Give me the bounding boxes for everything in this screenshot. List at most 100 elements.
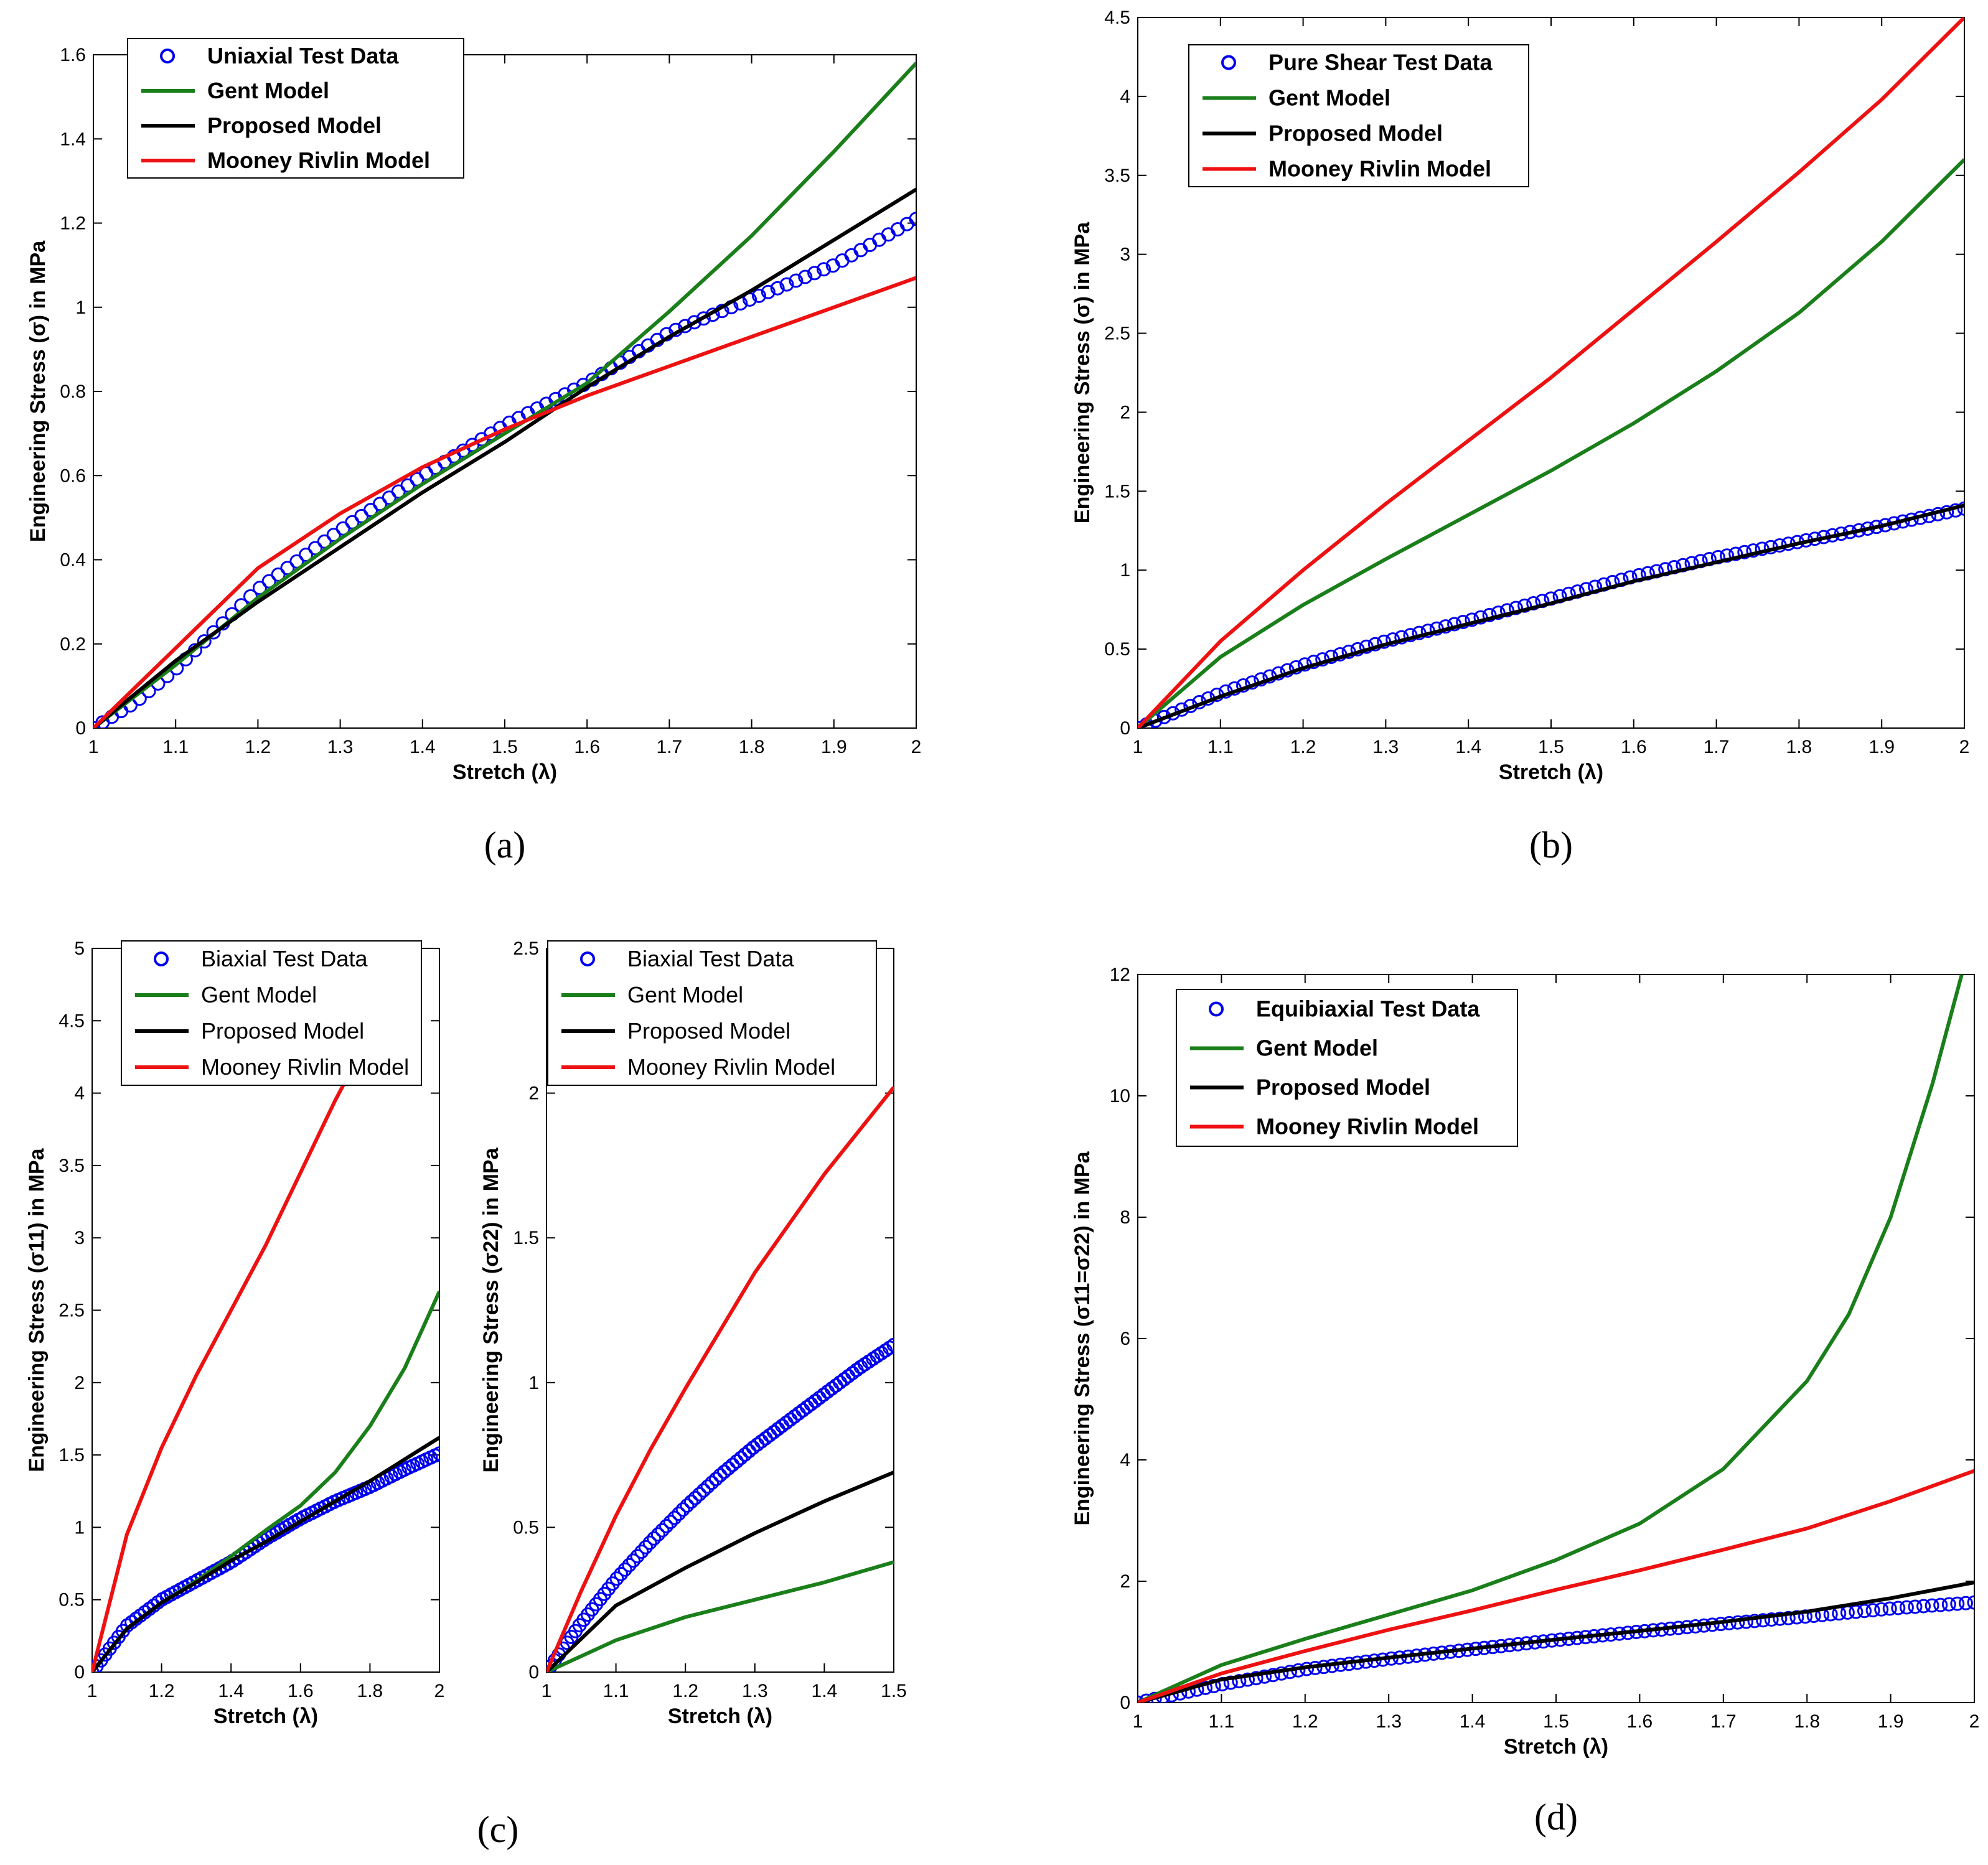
x-tick-label-c1: 1.4 bbox=[218, 1681, 244, 1701]
y-tick-label-c1: 4.5 bbox=[59, 1011, 85, 1031]
data-point-c2 bbox=[675, 1502, 690, 1517]
legend-entry-c2: Proposed Model bbox=[627, 1018, 790, 1044]
legend-entry-c2: Gent Model bbox=[627, 982, 743, 1007]
data-point-c2 bbox=[622, 1558, 637, 1573]
y-tick-label-a: 1 bbox=[75, 297, 86, 318]
series-group-a bbox=[93, 62, 916, 728]
series-line-c2-3 bbox=[546, 1086, 894, 1672]
y-tick-label-b: 0.5 bbox=[1104, 639, 1130, 660]
data-point-c2 bbox=[886, 1337, 894, 1352]
series-line-c2-1 bbox=[546, 1560, 894, 1672]
data-point-c2 bbox=[659, 1518, 674, 1533]
y-tick-label-c2: 0.5 bbox=[513, 1517, 539, 1538]
x-tick-label-a: 1.6 bbox=[574, 737, 600, 757]
panel-c2: 1 1.1 1.2 1.3 1.4 1.5 0 0.5 1 1.5 2 2.5 Stretch (λ) E… bbox=[479, 938, 907, 1728]
panel-a: 1 1.1 1.2 1.3 1.4 1.5 1.6 1.7 1.8 1.9 2 0 0.2 0.4 0.6 0… bbox=[26, 38, 922, 866]
data-point-d bbox=[1265, 1668, 1280, 1683]
data-point-a bbox=[761, 284, 776, 299]
y-tick-label-b: 1.5 bbox=[1104, 481, 1130, 502]
x-tick-label-b: 1.7 bbox=[1704, 737, 1730, 757]
legend-entry-a: Mooney Rivlin Model bbox=[207, 147, 430, 173]
x-tick-label-b: 1.5 bbox=[1538, 737, 1564, 757]
data-point-a bbox=[197, 634, 212, 649]
y-tick-label-a: 1.6 bbox=[60, 45, 86, 65]
x-axis-label-b: Stretch (λ) bbox=[1499, 760, 1603, 784]
x-tick-label-b: 1.6 bbox=[1621, 737, 1647, 757]
x-tick-label-a: 1.8 bbox=[739, 737, 765, 757]
legend-entry-a: Gent Model bbox=[207, 78, 329, 103]
data-point-d bbox=[1232, 1674, 1247, 1689]
data-point-d bbox=[1240, 1672, 1255, 1687]
x-axis-label-c2: Stretch (λ) bbox=[668, 1704, 772, 1728]
legend-marker-b bbox=[1221, 55, 1236, 70]
data-point-c2 bbox=[614, 1567, 629, 1581]
y-tick-label-c1: 3 bbox=[74, 1228, 85, 1248]
y-tick-label-a: 0.4 bbox=[60, 550, 86, 571]
x-tick-label-c2: 1.2 bbox=[672, 1681, 698, 1701]
x-tick-label-b: 2 bbox=[1959, 737, 1970, 757]
panel-label-d: (d) bbox=[1534, 1797, 1578, 1838]
data-point-d bbox=[1747, 1614, 1762, 1629]
x-tick-label-b: 1.4 bbox=[1455, 737, 1481, 757]
data-point-c2 bbox=[667, 1510, 682, 1525]
x-tick-label-a: 1 bbox=[88, 737, 99, 757]
legend-box-a bbox=[127, 38, 464, 179]
legend-box-c1 bbox=[121, 940, 422, 1086]
data-point-d bbox=[1781, 1610, 1796, 1625]
series-line-c1-2 bbox=[92, 1436, 439, 1672]
panel-label-a: (a) bbox=[484, 825, 526, 866]
series-line-d-3 bbox=[1138, 1469, 1974, 1703]
legend-entry-b: Gent Model bbox=[1268, 85, 1390, 111]
x-tick-label-c2: 1.5 bbox=[881, 1681, 907, 1701]
legend-entry-a: Proposed Model bbox=[207, 113, 382, 138]
x-axis-label-d: Stretch (λ) bbox=[1504, 1735, 1608, 1759]
series-line-a-2 bbox=[93, 187, 916, 728]
y-tick-label-d: 12 bbox=[1110, 965, 1130, 985]
x-tick-label-c1: 1.2 bbox=[149, 1681, 175, 1701]
x-tick-label-c2: 1.3 bbox=[742, 1681, 768, 1701]
data-point-c2 bbox=[713, 1468, 728, 1483]
x-tick-label-a: 1.2 bbox=[245, 737, 271, 757]
x-tick-label-a: 1.9 bbox=[821, 737, 847, 757]
legend-entry-c1: Proposed Model bbox=[201, 1018, 364, 1044]
y-tick-label-c2: 2.5 bbox=[513, 938, 539, 959]
legend-entry-d: Gent Model bbox=[1256, 1035, 1378, 1061]
data-point-c2 bbox=[692, 1487, 707, 1502]
y-axis-label-d: Engineering Stress (σ11=σ22) in MPa bbox=[1071, 1151, 1094, 1525]
panel-d: 1 1.1 1.2 1.3 1.4 1.5 1.6 1.7 1.8 1.9 2 0 2 4 6 8 10 12 St… bbox=[1071, 965, 1979, 1838]
data-point-c2 bbox=[642, 1535, 657, 1550]
data-point-c2 bbox=[717, 1464, 732, 1479]
x-tick-label-a: 1.3 bbox=[327, 737, 354, 757]
y-tick-label-a: 0.6 bbox=[60, 465, 86, 486]
data-point-c2 bbox=[617, 1562, 632, 1577]
data-point-c2 bbox=[688, 1490, 703, 1505]
legend-entry-b: Proposed Model bbox=[1268, 121, 1443, 146]
series-group-d bbox=[1138, 975, 1974, 1703]
x-tick-label-d: 1.8 bbox=[1794, 1711, 1820, 1732]
data-point-c2 bbox=[700, 1479, 715, 1494]
data-point-d bbox=[1764, 1612, 1779, 1627]
legend-box-b bbox=[1188, 44, 1529, 187]
data-point-a bbox=[696, 311, 711, 326]
data-point-c2 bbox=[655, 1523, 670, 1538]
data-point-d bbox=[1773, 1611, 1788, 1626]
data-point-a bbox=[807, 266, 822, 281]
legend-marker-a bbox=[160, 49, 175, 63]
data-point-c2 bbox=[638, 1540, 653, 1554]
y-tick-label-a: 0.2 bbox=[60, 634, 86, 655]
panel-label-c1: (c) bbox=[477, 1809, 519, 1850]
legend-entry-d: Equibiaxial Test Data bbox=[1256, 996, 1480, 1022]
y-tick-label-c1: 5 bbox=[74, 938, 85, 959]
legend-entry-b: Mooney Rivlin Model bbox=[1268, 156, 1491, 182]
data-point-c2 bbox=[663, 1515, 678, 1530]
panel-label-b: (b) bbox=[1529, 825, 1573, 866]
series-group-c2 bbox=[546, 1086, 894, 1672]
x-tick-label-a: 2 bbox=[911, 737, 922, 757]
data-point-b bbox=[1737, 545, 1752, 559]
data-point-b bbox=[1491, 605, 1506, 620]
x-tick-label-a: 1.1 bbox=[162, 737, 189, 757]
data-point-a bbox=[687, 315, 701, 330]
data-point-d bbox=[1857, 1604, 1872, 1619]
y-tick-label-b: 0 bbox=[1120, 718, 1130, 739]
data-point-d bbox=[1891, 1601, 1906, 1615]
